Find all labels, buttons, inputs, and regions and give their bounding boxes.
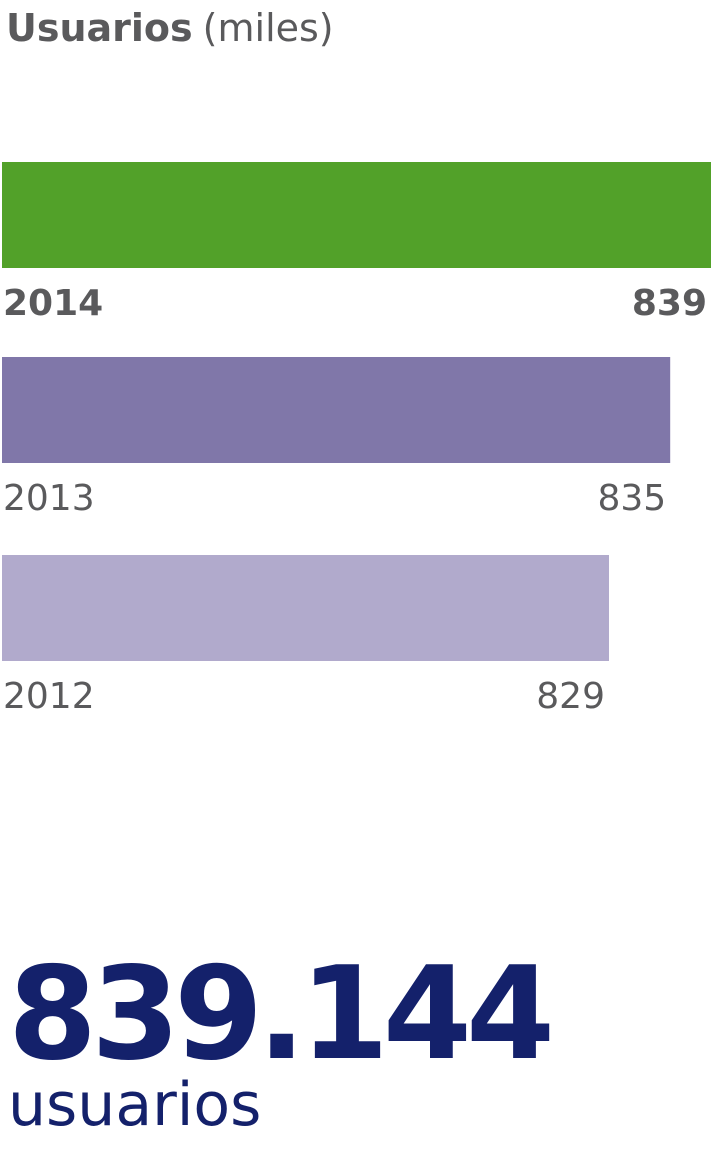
chart-title-unit: (miles)	[202, 6, 334, 50]
highlight-stat: 839.144 usuarios	[8, 940, 555, 1140]
value-label-2014: 839	[632, 283, 707, 324]
bar-chart: 2014 839 2013 835 2012 829	[2, 162, 711, 717]
chart-title-main: Usuarios	[6, 6, 193, 50]
category-label-2013: 2013	[3, 478, 95, 519]
bar-2012	[2, 555, 609, 661]
highlight-caption: usuarios	[8, 1070, 262, 1140]
category-label-2014: 2014	[3, 283, 103, 324]
highlight-value: 839.144	[8, 940, 555, 1089]
bar-2014	[2, 162, 711, 268]
chart-title: Usuarios (miles)	[6, 4, 334, 52]
category-label-2012: 2012	[3, 676, 95, 717]
bar-2013	[2, 357, 671, 463]
value-label-2012: 829	[536, 676, 605, 717]
value-label-2013: 835	[597, 478, 666, 519]
